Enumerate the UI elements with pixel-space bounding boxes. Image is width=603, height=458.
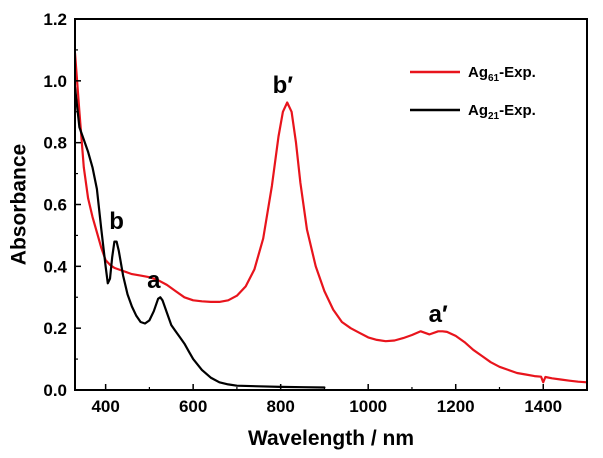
x-axis-title: Wavelength / nm (248, 427, 414, 450)
y-tick-label: 1.0 (43, 72, 67, 91)
x-tick-label: 400 (91, 397, 119, 416)
axis-ticks-group: 400 600 800 1000 1200 1400 0.0 0.2 0.4 0.6 0.8 1.0 1… (43, 10, 588, 416)
x-tick-label: 800 (266, 397, 294, 416)
legend: Ag61-Exp. Ag21-Exp. (410, 64, 536, 122)
x-tick-label: 1200 (437, 397, 475, 416)
peak-label: a′ (429, 301, 448, 328)
legend-label: Ag61-Exp. (468, 64, 536, 84)
y-tick-label: 0.8 (43, 134, 67, 153)
plot-series-group (75, 51, 587, 389)
peak-label: b (109, 208, 124, 235)
y-tick-label: 0.6 (43, 196, 67, 215)
x-tick-label: 1000 (349, 397, 387, 416)
y-tick-label: 1.2 (43, 10, 67, 29)
x-tick-label: 600 (179, 397, 207, 416)
y-tick-label: 0.0 (43, 381, 67, 400)
series-line-ag21-exp (75, 85, 326, 389)
y-axis-title: Absorbance (8, 144, 31, 265)
peak-label: a (147, 267, 161, 294)
y-tick-label: 0.4 (43, 257, 67, 276)
y-tick-label: 0.2 (43, 319, 67, 338)
peak-annotations-group: b a b′ a′ (109, 72, 448, 328)
x-tick-label: 1400 (524, 397, 562, 416)
series-line-ag61-exp (75, 51, 587, 384)
legend-label: Ag21-Exp. (468, 102, 536, 122)
peak-label: b′ (273, 72, 294, 99)
